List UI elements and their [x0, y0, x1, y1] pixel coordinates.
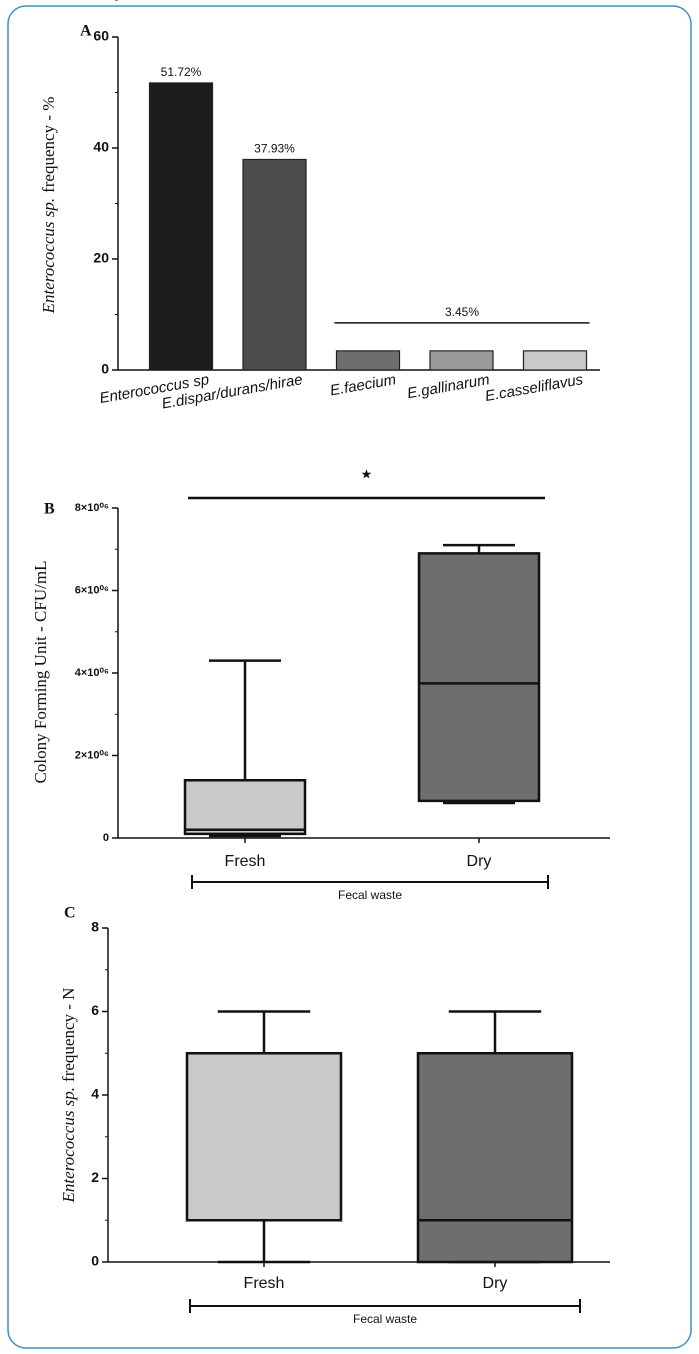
y-tick-label: 0 — [91, 1253, 99, 1269]
y-tick-label: 40 — [93, 139, 109, 155]
box — [183, 779, 307, 836]
box — [417, 552, 541, 803]
y-tick-label: 4×10⁰⁶ — [75, 667, 109, 679]
panel-label: B — [44, 501, 55, 518]
significance-mark: ★ — [361, 466, 373, 481]
x-tick-label: Dry — [483, 1275, 508, 1292]
y-tick-label: 4 — [91, 1086, 99, 1102]
bar — [429, 350, 494, 371]
x-axis-label: Fecal waste — [353, 1312, 417, 1326]
x-tick-label: Fresh — [225, 853, 266, 870]
y-axis-label: Enterococcus sp. frequency - % — [39, 97, 58, 315]
y-tick-label: 0 — [101, 361, 109, 377]
y-axis-label-italic: Enterococcus sp. — [39, 198, 58, 315]
y-axis-label: Colony Forming Unit - CFU/mL — [31, 561, 50, 784]
box — [185, 1052, 343, 1222]
bar — [522, 350, 588, 371]
frame — [7, 5, 692, 1349]
y-tick-label: 8×10⁰⁶ — [75, 502, 109, 514]
y-tick-label: 6×10⁰⁶ — [75, 584, 109, 596]
y-axis-label-rest: frequency - N — [59, 988, 78, 1082]
bar — [335, 350, 401, 371]
y-tick-label: 6 — [91, 1002, 99, 1018]
y-tick-label: 0 — [103, 832, 109, 844]
y-tick-label: 20 — [93, 250, 109, 266]
bar — [242, 158, 307, 371]
panel-label: A — [80, 23, 92, 40]
x-tick-label: Fresh — [244, 1275, 285, 1292]
y-tick-label: 2 — [91, 1169, 99, 1185]
y-axis-label: Enterococcus sp. frequency - N — [59, 988, 78, 1204]
box — [416, 1052, 574, 1264]
group-annotation: 3.45% — [445, 305, 479, 319]
x-tick-label: Dry — [467, 853, 492, 870]
x-axis-label: Fecal waste — [338, 888, 402, 902]
y-axis-label-italic: Enterococcus sp. — [59, 1087, 78, 1204]
value-label: 51.72% — [161, 65, 202, 79]
y-tick-label: 60 — [93, 28, 109, 44]
y-axis-label-rest: Colony Forming Unit - CFU/mL — [31, 561, 50, 784]
panel-label: C — [64, 905, 76, 922]
bar — [148, 82, 214, 371]
y-tick-label: 2×10⁰⁶ — [75, 749, 109, 761]
value-label: 37.93% — [254, 142, 295, 156]
y-axis-label-rest: frequency - % — [39, 97, 58, 193]
y-tick-label: 8 — [91, 919, 99, 935]
